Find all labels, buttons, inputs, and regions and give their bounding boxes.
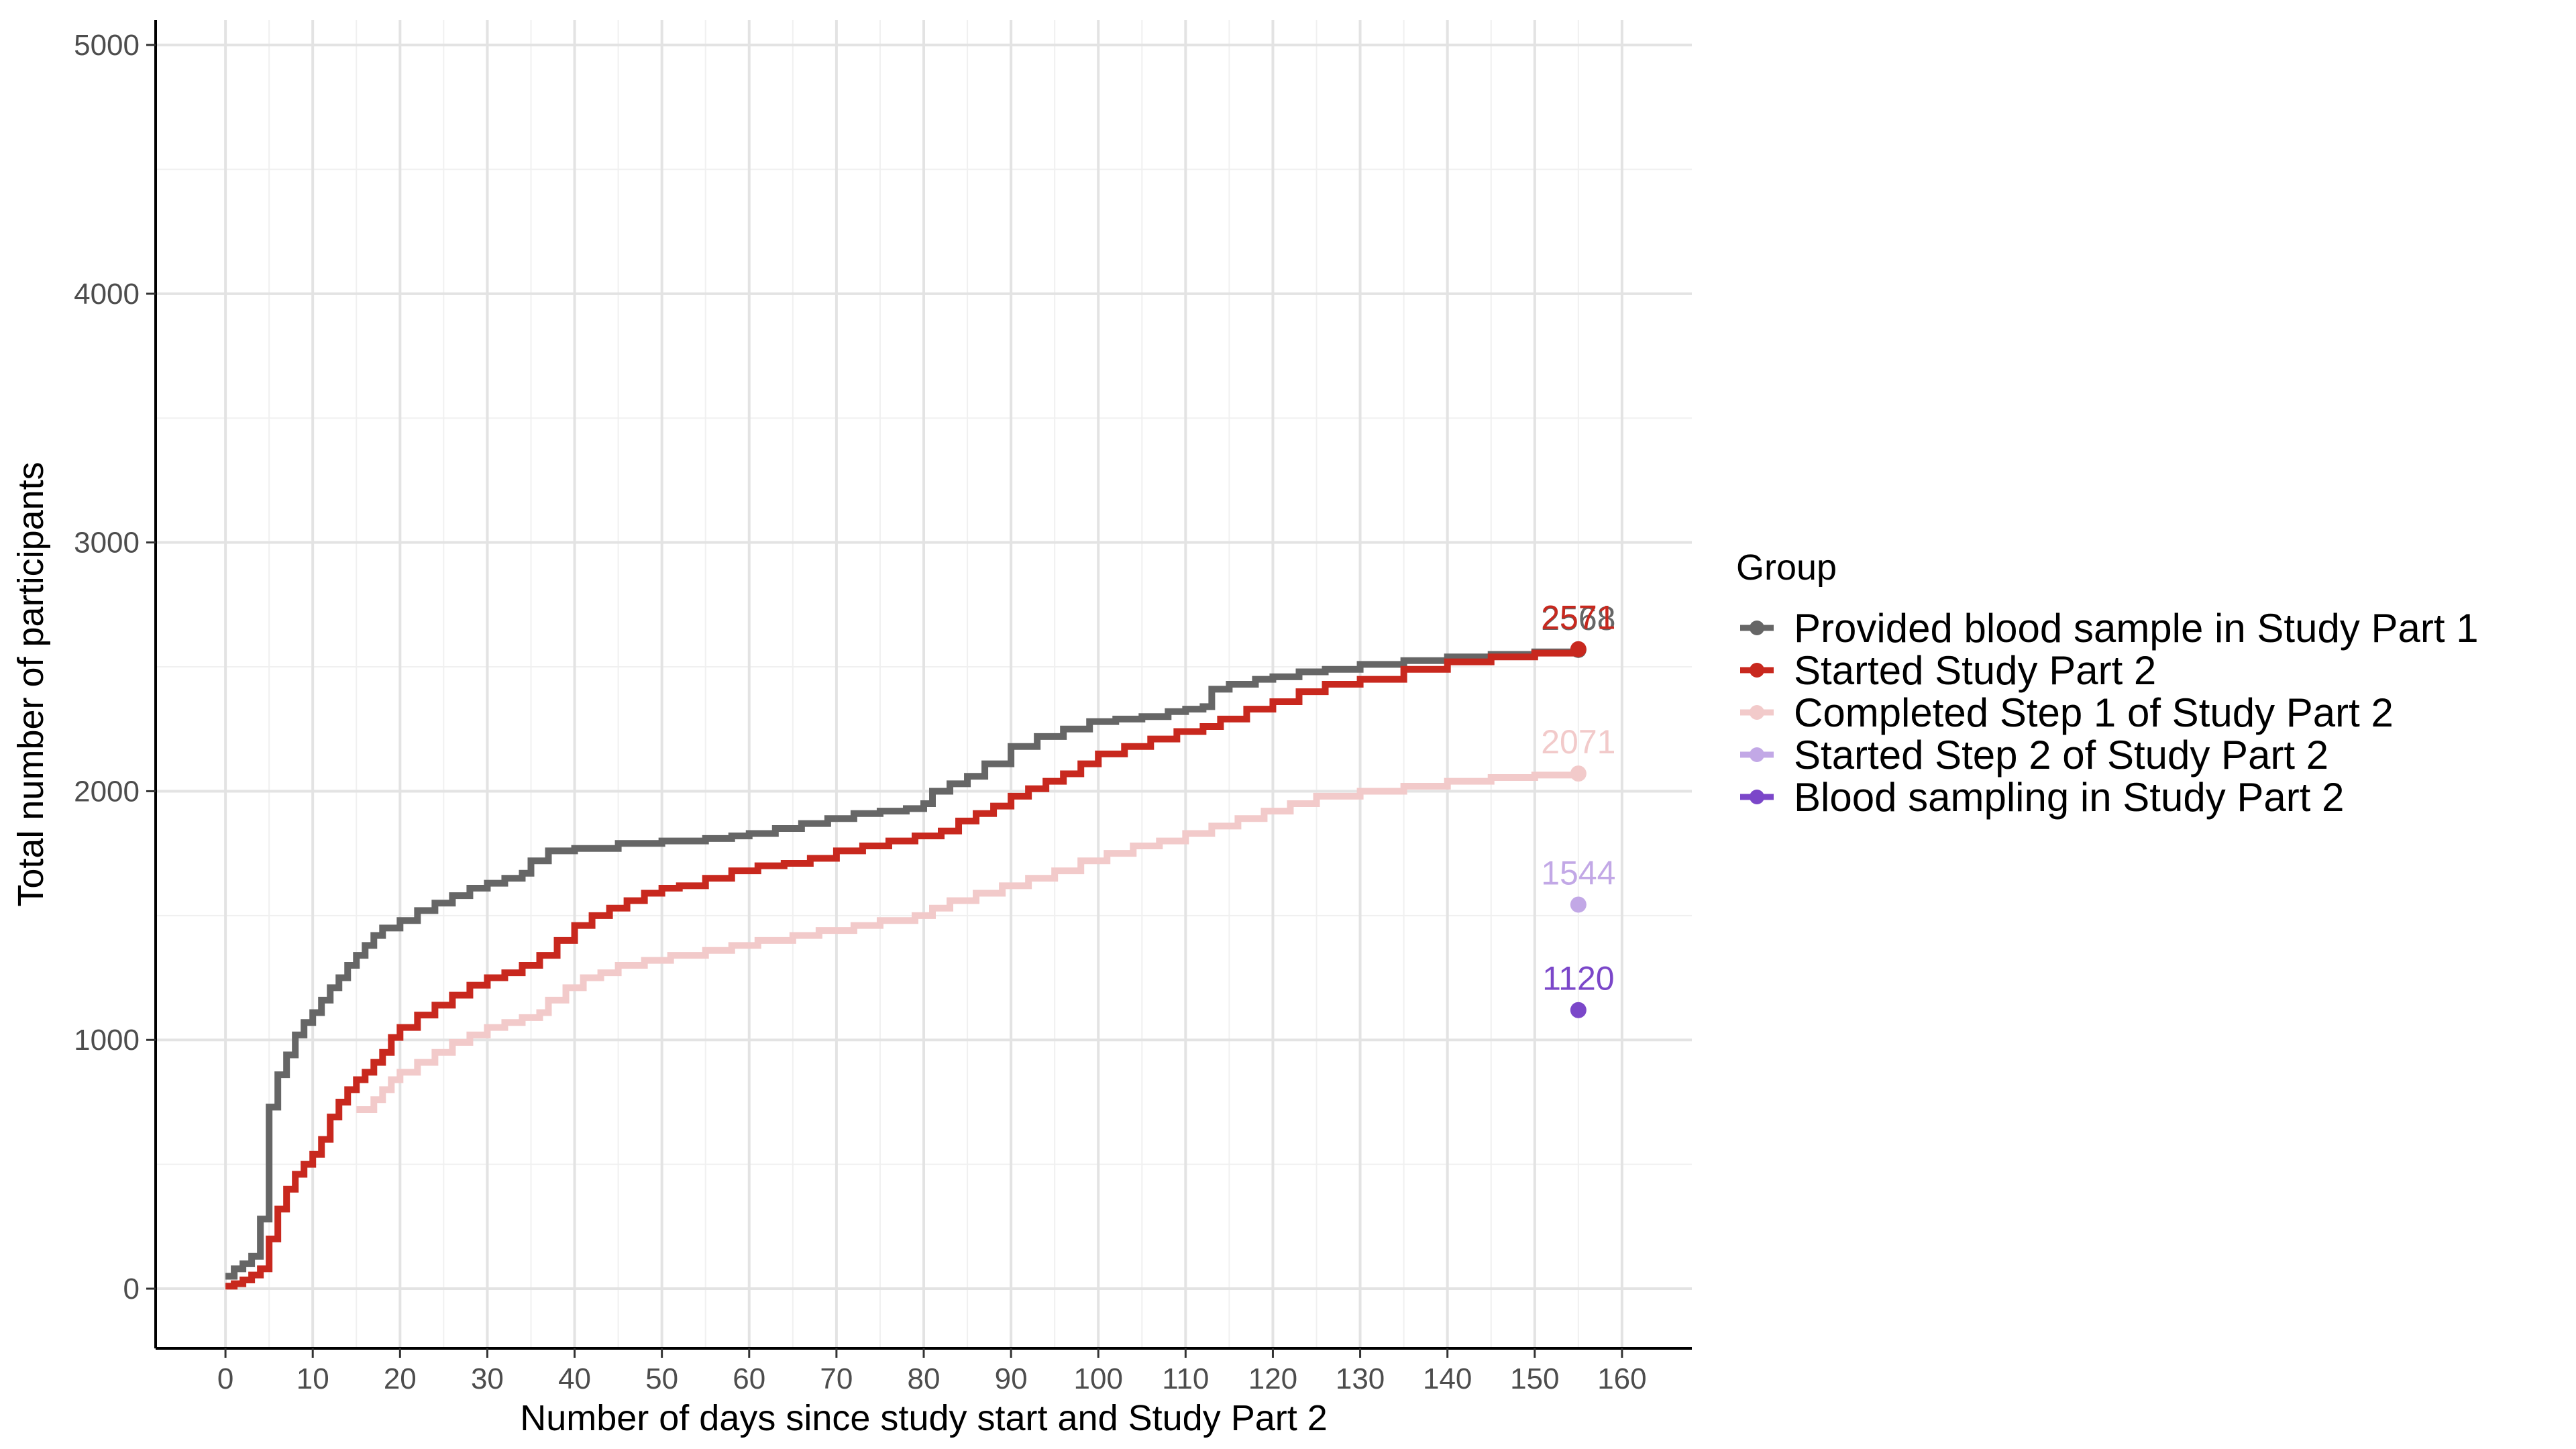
x-tick-label: 100 — [1074, 1362, 1123, 1395]
y-tick-label: 4000 — [74, 278, 140, 311]
series-2-line — [225, 649, 1582, 1290]
x-tick-label: 130 — [1336, 1362, 1385, 1395]
y-tick-label: 3000 — [74, 527, 140, 559]
x-tick-label: 140 — [1423, 1362, 1472, 1395]
series-1-end-label: 2568 — [1541, 600, 1615, 637]
series-1-line — [225, 648, 1582, 1280]
x-axis-title: Number of days since study start and Stu… — [520, 1398, 1328, 1438]
y-tick-label: 2000 — [74, 775, 140, 808]
series-5-end-point — [1570, 1002, 1587, 1018]
legend-label: Started Step 2 of Study Part 2 — [1794, 733, 2328, 777]
series-4-end-point — [1570, 896, 1587, 913]
legend-swatch-point — [1750, 790, 1764, 804]
x-tick-label: 10 — [297, 1362, 329, 1395]
legend-label: Provided blood sample in Study Part 1 — [1794, 606, 2479, 651]
series-3-end-label: 2071 — [1541, 723, 1615, 761]
series-2-end-label: 2571 — [1541, 599, 1615, 637]
x-tick-label: 20 — [384, 1362, 417, 1395]
grid — [156, 20, 1692, 1348]
y-tick-label: 5000 — [74, 29, 140, 62]
x-tick-label: 50 — [645, 1362, 678, 1395]
x-tick-label: 120 — [1248, 1362, 1297, 1395]
y-tick-label: 0 — [123, 1273, 140, 1305]
x-tick-label: 40 — [558, 1362, 591, 1395]
legend-title: Group — [1736, 547, 1837, 588]
x-tick-label: 80 — [908, 1362, 941, 1395]
legend-label: Started Study Part 2 — [1794, 648, 2156, 693]
series-3-end-point — [1570, 765, 1587, 782]
series-2-end-point — [1570, 641, 1587, 657]
y-tick-label: 1000 — [74, 1024, 140, 1057]
ticks: 0 10 20 30 40 50 60 70 80 90 100 110 120 130 140 150 160… — [74, 29, 1647, 1395]
legend-label: Completed Step 1 of Study Part 2 — [1794, 690, 2394, 735]
legend: Group Provided blood sample in Study Par… — [1736, 547, 2479, 820]
legend-label: Blood sampling in Study Part 2 — [1794, 775, 2344, 820]
x-tick-label: 110 — [1162, 1362, 1209, 1395]
x-tick-label: 30 — [471, 1362, 504, 1395]
x-tick-label: 70 — [820, 1362, 853, 1395]
x-tick-label: 0 — [217, 1362, 233, 1395]
legend-swatch-point — [1750, 705, 1764, 720]
x-tick-label: 150 — [1510, 1362, 1559, 1395]
x-tick-label: 160 — [1597, 1362, 1646, 1395]
series-3-line — [356, 771, 1582, 1114]
x-tick-label: 60 — [733, 1362, 765, 1395]
series-4-end-label: 1544 — [1541, 855, 1615, 892]
series-5-end-label: 1120 — [1542, 960, 1615, 998]
legend-swatch-point — [1750, 663, 1764, 678]
legend-swatch-point — [1750, 621, 1764, 635]
legend-swatch-point — [1750, 747, 1764, 762]
x-tick-label: 90 — [995, 1362, 1028, 1395]
y-axis-title: Total number of participants — [11, 462, 51, 906]
